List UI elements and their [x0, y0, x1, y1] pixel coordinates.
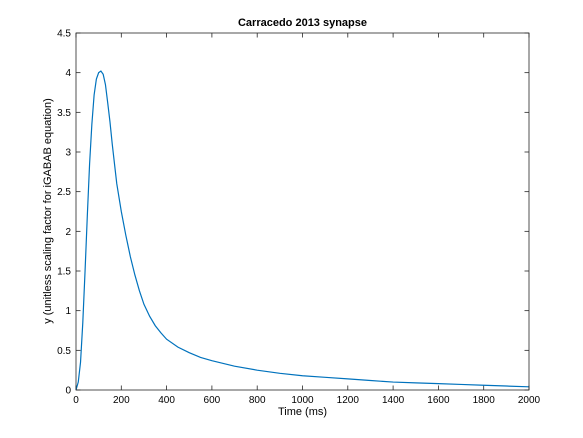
y-axis-label: y (unitless scaling factor for iGABAB eq… — [42, 98, 54, 324]
plot-frame — [75, 32, 530, 391]
chart-title: Carracedo 2013 synapse — [238, 17, 367, 29]
x-tick-label: 1600 — [427, 395, 450, 406]
y-tick-label: 4 — [65, 68, 71, 79]
x-tick-label: 0 — [73, 395, 79, 406]
x-tick-label: 400 — [158, 395, 175, 406]
y-tick-label: 3.5 — [57, 108, 71, 119]
y-tick-label: 1.5 — [57, 267, 71, 278]
y-tick-label: 0 — [65, 386, 71, 397]
x-tick-labels: 0 200 400 600 800 1000 1200 1400 1600 1800 2000 — [73, 395, 540, 406]
y-tick-label: 2.5 — [57, 187, 71, 198]
y-tick-label: 0.5 — [57, 346, 71, 357]
x-tick-label: 1200 — [337, 395, 360, 406]
y-tick-label: 3 — [65, 148, 71, 159]
plot-area — [76, 33, 529, 390]
x-tick-label: 1000 — [291, 395, 314, 406]
x-tick-label: 200 — [113, 395, 130, 406]
y-tick-label: 4.5 — [57, 29, 71, 40]
x-tick-label: 1800 — [473, 395, 496, 406]
series-line — [75, 70, 530, 391]
x-tick-label: 800 — [249, 395, 266, 406]
y-tick-label: 2 — [65, 227, 71, 238]
y-tick-label: 1 — [65, 306, 71, 317]
y-tick-labels: 0 0.5 1 1.5 2 2.5 3 3.5 4 4.5 — [57, 29, 71, 397]
x-axis-label: Time (ms) — [278, 406, 327, 418]
x-tick-label: 600 — [204, 395, 221, 406]
x-tick-label: 2000 — [518, 395, 541, 406]
x-tick-label: 1400 — [382, 395, 405, 406]
